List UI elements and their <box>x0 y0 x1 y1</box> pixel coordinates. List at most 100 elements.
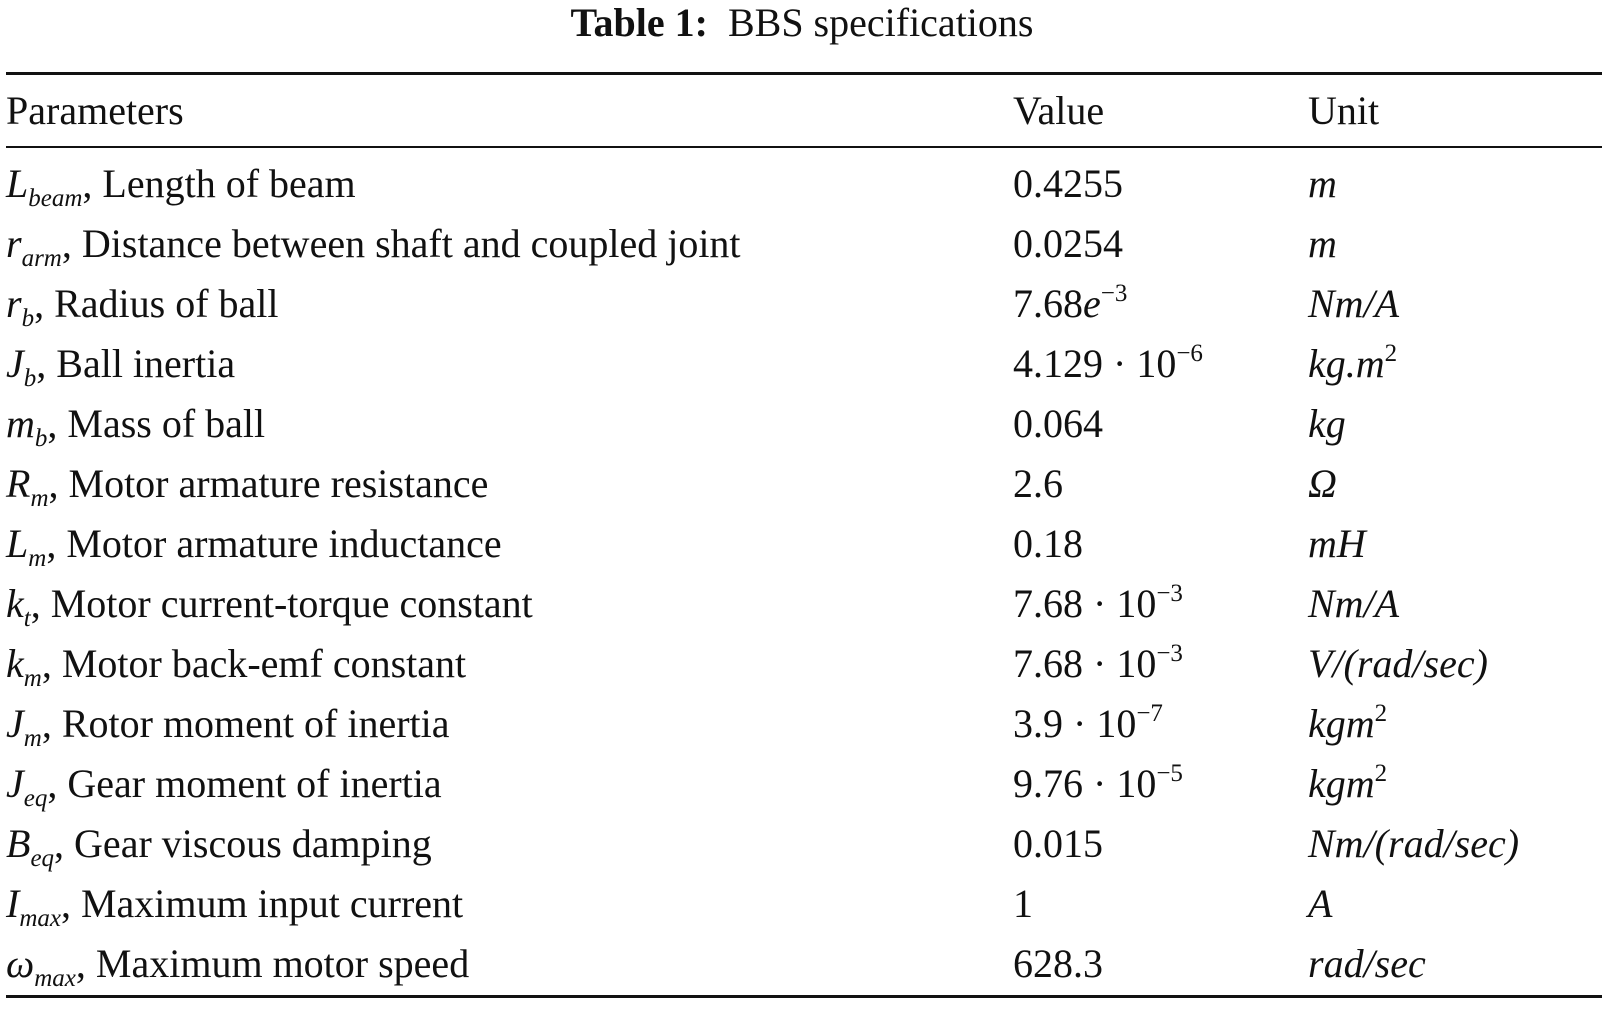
unit-cell: m <box>1308 214 1337 274</box>
unit-cell: kg <box>1308 394 1346 454</box>
parameter-cell: Beq, Gear viscous damping <box>6 814 432 874</box>
unit-text: kgm <box>1308 761 1375 806</box>
parameter-cell: kt, Motor current-torque constant <box>6 574 533 634</box>
unit-text: V/(rad/sec) <box>1308 641 1488 686</box>
parameter-description: , Motor current-torque constant <box>30 581 533 626</box>
value-text: 0.0254 <box>1013 221 1123 266</box>
value-cell: 1 <box>1013 874 1033 934</box>
table-row: Beq, Gear viscous damping 0.015 Nm/(rad/se… <box>0 814 1604 874</box>
parameter-symbol: I <box>6 881 20 926</box>
parameter-symbol: R <box>6 461 31 506</box>
parameter-description: , Motor armature inductance <box>46 521 502 566</box>
table-row: Imax, Maximum input current 1 A <box>0 874 1604 934</box>
value-cell: 0.064 <box>1013 394 1103 454</box>
parameter-symbol: L <box>6 521 29 566</box>
parameter-cell: mb, Mass of ball <box>6 394 265 454</box>
value-text: 0.015 <box>1013 821 1103 866</box>
table-row: ωmax, Maximum motor speed 628.3 rad/sec <box>0 934 1604 994</box>
parameter-description: , Mass of ball <box>47 401 266 446</box>
unit-cell: Ω <box>1308 454 1337 514</box>
value-text: 7.68 <box>1013 281 1083 326</box>
parameter-cell: Imax, Maximum input current <box>6 874 463 934</box>
unit-cell: rad/sec <box>1308 934 1426 994</box>
parameter-cell: Rm, Motor armature resistance <box>6 454 488 514</box>
table-row: Jb, Ball inertia 4.129 · 10−6 kg.m2 <box>0 334 1604 394</box>
parameter-description: , Distance between shaft and coupled joi… <box>61 221 741 266</box>
unit-text: m <box>1308 221 1337 266</box>
value-exponent: −5 <box>1156 760 1183 787</box>
unit-cell: mH <box>1308 514 1366 574</box>
parameter-cell: Jeq, Gear moment of inertia <box>6 754 442 814</box>
unit-text: A <box>1308 881 1333 926</box>
unit-text: kg.m <box>1308 341 1385 386</box>
parameter-description: , Ball inertia <box>36 341 236 386</box>
header-value: Value <box>1013 88 1105 133</box>
value-text: 628.3 <box>1013 941 1103 986</box>
header-rule <box>6 146 1602 148</box>
value-exponent: −3 <box>1156 580 1183 607</box>
unit-cell: A <box>1308 874 1332 934</box>
table-row: Rm, Motor armature resistance 2.6 Ω <box>0 454 1604 514</box>
parameter-symbol: k <box>6 641 24 686</box>
value-cell: 0.18 <box>1013 514 1083 574</box>
top-rule <box>6 72 1602 75</box>
parameter-subscript: m <box>23 665 42 692</box>
parameter-symbol: B <box>6 821 31 866</box>
parameter-subscript: b <box>21 305 35 332</box>
unit-cell: m <box>1308 154 1337 214</box>
parameter-description: , Motor armature resistance <box>48 461 489 506</box>
value-cell: 628.3 <box>1013 934 1103 994</box>
unit-text: rad/sec <box>1308 941 1426 986</box>
unit-text: m <box>1308 161 1337 206</box>
value-text: 7.68 · 10 <box>1013 641 1157 686</box>
unit-superscript: 2 <box>1374 700 1388 727</box>
value-exponent: −3 <box>1100 280 1128 307</box>
unit-superscript: 2 <box>1384 340 1398 367</box>
parameter-description: , Maximum input current <box>60 881 464 926</box>
header-parameters: Parameters <box>6 88 184 133</box>
unit-text: mH <box>1308 521 1366 566</box>
parameter-symbol: k <box>6 581 24 626</box>
value-text: 7.68 · 10 <box>1013 581 1157 626</box>
parameter-description: , Maximum motor speed <box>75 941 470 986</box>
table-row: Jm, Rotor moment of inertia 3.9 · 10−7 kgm… <box>0 694 1604 754</box>
parameter-subscript: eq <box>30 845 55 872</box>
value-text: 0.4255 <box>1013 161 1123 206</box>
value-exponent: −7 <box>1136 700 1163 727</box>
parameter-description: , Gear moment of inertia <box>47 761 442 806</box>
value-text: 0.064 <box>1013 401 1103 446</box>
value-text: 2.6 <box>1013 461 1063 506</box>
unit-cell: Nm/(rad/sec) <box>1308 814 1519 874</box>
unit-cell: kgm2 <box>1308 694 1387 754</box>
value-text: 4.129 · 10 <box>1013 341 1177 386</box>
unit-text: Ω <box>1308 461 1337 506</box>
value-cell: 4.129 · 10−6 <box>1013 334 1203 394</box>
parameter-symbol: J <box>6 701 24 746</box>
parameter-symbol: r <box>6 281 22 326</box>
parameter-cell: rarm, Distance between shaft and coupled… <box>6 214 741 274</box>
parameter-subscript: t <box>23 605 31 632</box>
parameter-cell: rb, Radius of ball <box>6 274 279 334</box>
parameter-subscript: m <box>23 725 42 752</box>
table-row: Lm, Motor armature inductance 0.18 mH <box>0 514 1604 574</box>
value-text: 9.76 · 10 <box>1013 761 1157 806</box>
value-exp-base: e <box>1083 281 1101 326</box>
unit-cell: kg.m2 <box>1308 334 1397 394</box>
table-row: km, Motor back-emf constant 7.68 · 10−3 V/… <box>0 634 1604 694</box>
value-exponent: −3 <box>1156 640 1183 667</box>
unit-text: Nm/(rad/sec) <box>1308 821 1520 866</box>
value-exponent: −6 <box>1176 340 1203 367</box>
parameter-subscript: arm <box>21 245 62 272</box>
value-cell: 7.68 · 10−3 <box>1013 634 1183 694</box>
value-cell: 3.9 · 10−7 <box>1013 694 1163 754</box>
parameter-symbol: m <box>6 401 35 446</box>
unit-superscript: 2 <box>1374 760 1388 787</box>
bottom-rule <box>6 995 1602 998</box>
parameter-symbol: r <box>6 221 22 266</box>
parameter-description: , Motor back-emf constant <box>41 641 467 686</box>
parameter-cell: Jm, Rotor moment of inertia <box>6 694 450 754</box>
parameter-symbol: J <box>6 761 24 806</box>
parameter-subscript: eq <box>23 785 48 812</box>
parameter-cell: Jb, Ball inertia <box>6 334 235 394</box>
value-cell: 0.015 <box>1013 814 1103 874</box>
